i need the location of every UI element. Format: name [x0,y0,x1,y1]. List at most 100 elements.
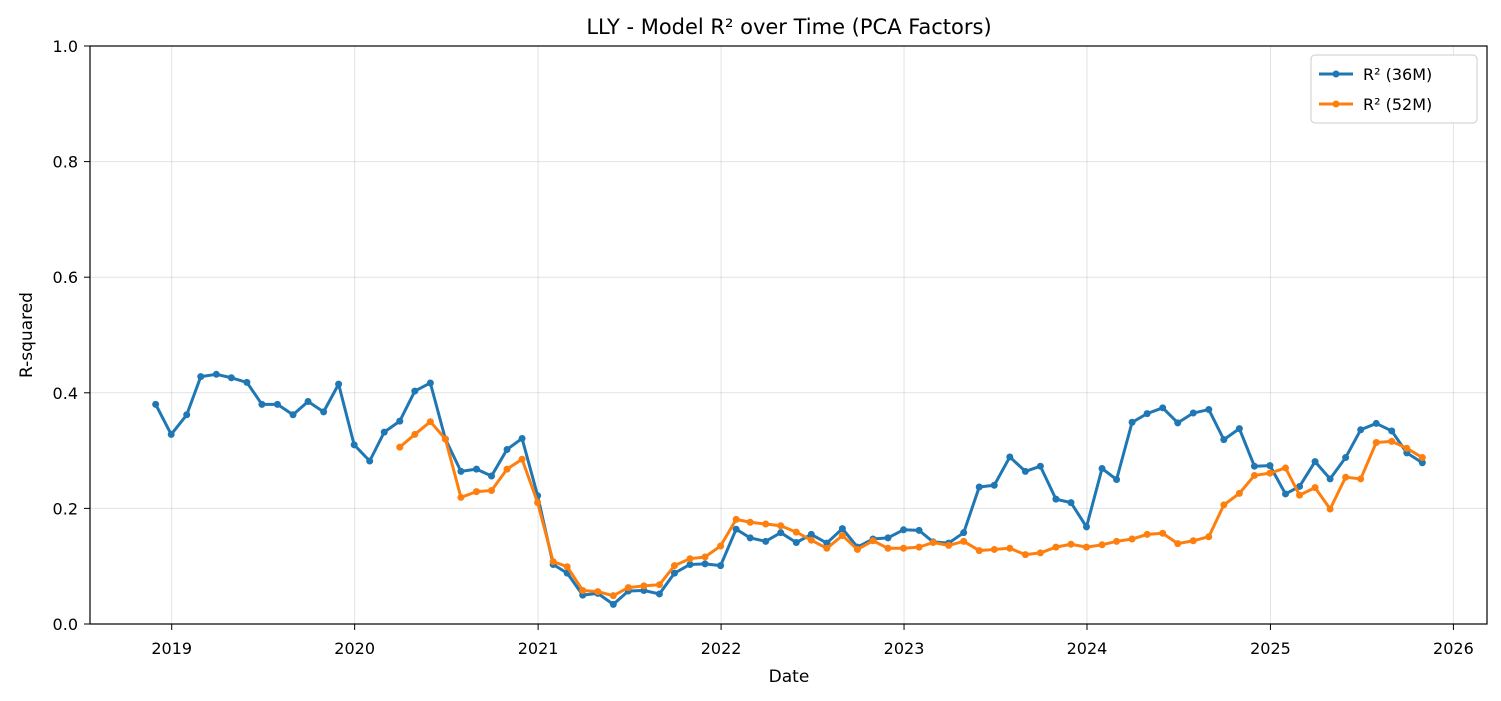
data-point [457,467,465,475]
data-point [990,545,998,553]
data-point [1388,437,1396,445]
y-tick-label: 0.0 [53,615,78,634]
data-point [1189,409,1197,417]
y-tick-label: 1.0 [53,37,78,56]
data-point [945,541,953,549]
data-point [838,532,846,540]
data-point [1205,533,1213,541]
data-point [1113,476,1121,483]
series-r-36m [152,370,1426,608]
data-point [472,488,480,496]
data-point [1036,549,1044,557]
data-point [1357,426,1365,434]
data-point [1357,475,1365,483]
data-point [1159,529,1167,537]
data-point [670,569,678,577]
data-point [380,428,388,436]
data-point [1311,458,1319,466]
data-point [884,534,892,542]
data-point [1143,410,1151,418]
data-point [426,379,434,387]
y-axis-title: R-squared [17,292,37,378]
data-point [320,408,328,416]
data-point [426,418,434,426]
data-point [670,562,678,570]
data-point [1342,473,1350,481]
data-point [1036,462,1044,470]
data-point [411,430,419,438]
data-point [1250,462,1258,470]
series-r-52m [396,418,1426,600]
data-point [777,529,785,537]
data-point [549,558,557,566]
x-tick-label: 2026 [1433,639,1474,658]
data-point [1282,490,1289,498]
data-point [1098,541,1106,549]
data-point [792,539,800,546]
data-point [1021,467,1029,475]
data-point [1372,419,1380,427]
data-point [441,435,449,443]
data-point [1282,464,1289,472]
data-point [1067,499,1075,507]
data-point [1296,491,1304,499]
data-point [366,457,374,465]
data-point [1083,523,1090,531]
data-point [1052,543,1060,551]
data-point [655,581,663,589]
data-point [609,592,617,600]
data-point [1128,418,1136,426]
data-point [152,400,160,408]
data-point [411,387,419,395]
x-tick-label: 2020 [334,639,375,658]
data-point [823,539,831,547]
data-point [960,529,968,537]
data-point [655,590,663,598]
data-point [1235,425,1243,433]
data-point [212,370,220,378]
legend-box [1310,54,1478,124]
data-point [732,525,740,533]
data-point [1372,439,1380,447]
data-point [1159,404,1167,412]
data-point [335,380,343,388]
data-point [900,544,908,552]
data-point [1388,427,1396,435]
data-point [884,544,892,552]
data-point [1128,535,1136,543]
data-point [167,430,175,438]
data-point [197,373,205,381]
legend-label-52m: R² (52M) [1363,95,1432,114]
data-point [900,526,908,534]
data-point [853,545,861,553]
data-point [807,530,815,538]
series-layer [152,370,1426,608]
data-point [1326,475,1334,483]
data-point [350,441,358,449]
y-tick-label: 0.4 [53,384,78,403]
data-point [717,542,725,550]
data-point [1113,537,1121,545]
data-point [624,584,632,592]
data-point [1143,530,1151,538]
plot-frame [89,45,1488,625]
data-point [304,397,312,405]
data-point [534,499,542,507]
data-point [289,411,297,419]
data-point [823,544,831,552]
legend-marker-52m [1332,100,1340,108]
data-point [1174,540,1182,548]
data-point [1403,444,1411,452]
data-point [975,547,983,555]
data-point [609,600,617,608]
data-point [563,563,571,571]
data-point [777,522,785,530]
data-point [1021,551,1029,559]
data-point [1418,459,1426,467]
y-tick-label: 0.2 [53,499,78,518]
x-tick-label: 2025 [1250,639,1291,658]
data-point [273,400,281,408]
data-point [1296,482,1304,490]
data-point [503,465,511,473]
